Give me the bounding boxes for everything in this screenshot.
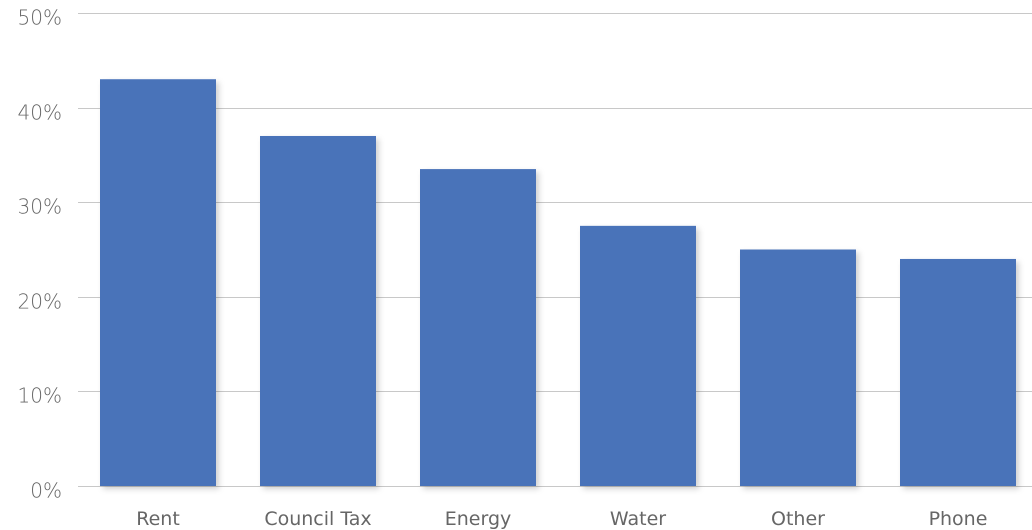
- y-tick-label-30: 30%: [18, 195, 62, 219]
- bar-water: [580, 225, 696, 486]
- y-axis: 0% 10% 20% 30% 40% 50%: [18, 6, 62, 503]
- y-tick-label-10: 10%: [18, 384, 62, 408]
- x-tick-label-energy: Energy: [445, 508, 512, 530]
- bars: [100, 79, 1016, 487]
- x-tick-label-rent: Rent: [136, 508, 180, 530]
- y-tick-label-50: 50%: [18, 6, 62, 30]
- bar-other: [740, 249, 856, 486]
- bar-council-tax: [260, 135, 376, 487]
- x-axis: Rent Council Tax Energy Water Other Phone: [136, 508, 987, 530]
- grid-lines: [78, 13, 1032, 487]
- x-tick-label-other: Other: [771, 508, 825, 530]
- bar-rent: [100, 79, 216, 486]
- y-tick-label-40: 40%: [18, 101, 62, 125]
- x-tick-label-council-tax: Council Tax: [264, 508, 371, 530]
- y-tick-label-0: 0%: [30, 479, 62, 503]
- x-tick-label-phone: Phone: [929, 508, 988, 530]
- bar-phone: [900, 258, 1016, 486]
- x-tick-label-water: Water: [610, 508, 666, 530]
- bar-energy: [420, 169, 536, 486]
- y-tick-label-20: 20%: [18, 290, 62, 314]
